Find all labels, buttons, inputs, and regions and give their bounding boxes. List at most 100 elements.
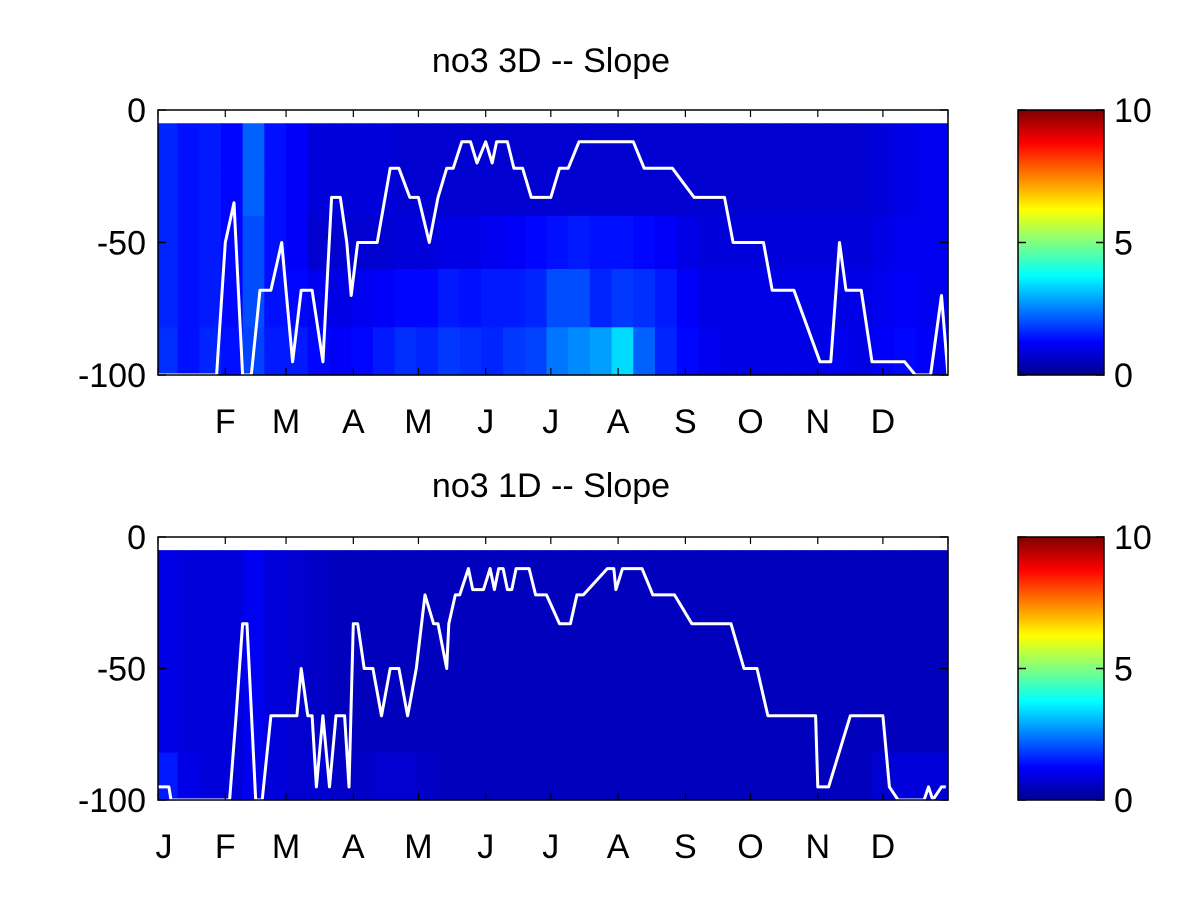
heatmap-cell	[828, 550, 851, 596]
heatmap-cell	[307, 594, 331, 643]
heatmap-cell	[546, 327, 569, 376]
heatmap-cell	[286, 550, 309, 596]
colorbar-tick-label: 10	[1114, 519, 1152, 557]
x-tick-label: S	[674, 403, 697, 441]
heatmap-cell	[589, 123, 613, 169]
heatmap-cell	[524, 550, 548, 596]
heatmap-cell	[177, 752, 200, 801]
colorbar-tick-label: 5	[1114, 651, 1133, 689]
heatmap-cell	[828, 327, 851, 376]
heatmap-cell	[177, 694, 200, 754]
heatmap-cell	[351, 752, 374, 801]
heatmap-cell	[589, 594, 613, 643]
heatmap-cell	[437, 550, 461, 596]
heatmap-cell	[763, 269, 786, 328]
heatmap-cell	[372, 550, 396, 596]
heatmap-cell	[611, 694, 634, 754]
heatmap-cell	[676, 752, 700, 801]
heatmap-cell	[589, 752, 613, 801]
heatmap-cell	[264, 594, 287, 643]
heatmap-cell	[437, 642, 461, 696]
heatmap-cell	[633, 642, 656, 696]
heatmap-cell	[785, 694, 808, 754]
heatmap-cell	[741, 694, 765, 754]
heatmap-cell	[872, 327, 895, 376]
y-axis: 0 -50 -100	[78, 92, 948, 395]
heatmap-cell	[785, 216, 808, 270]
heatmap-cell	[220, 594, 244, 643]
heatmap-cell	[698, 216, 721, 270]
heatmap-cell	[568, 550, 591, 596]
heatmap-cell	[307, 642, 331, 696]
heatmap-cell	[329, 327, 352, 376]
heatmap-cell	[763, 327, 786, 376]
heatmap-cell	[503, 216, 526, 270]
heatmap-cell	[633, 216, 656, 270]
heatmap-cell	[158, 594, 179, 643]
heatmap-cell	[806, 550, 830, 596]
heatmap-cell	[828, 642, 851, 696]
heatmap-cell	[720, 327, 743, 376]
heatmap-cell	[763, 123, 786, 169]
x-tick-label: F	[215, 403, 236, 441]
x-tick-label: M	[272, 828, 300, 866]
heatmap-cell	[676, 550, 700, 596]
heatmap-cell	[785, 123, 808, 169]
heatmap-cell	[785, 642, 808, 696]
heatmap-cell	[806, 168, 830, 217]
heatmap-cell	[589, 327, 613, 376]
heatmap-cell	[655, 216, 678, 270]
x-tick-label: F	[215, 828, 236, 866]
x-tick-label: N	[806, 828, 831, 866]
heatmap-cell	[893, 594, 917, 643]
heatmap-cell	[481, 216, 504, 270]
heatmap-cell	[763, 168, 786, 217]
heatmap-cell	[698, 123, 721, 169]
heatmap-cell	[158, 123, 179, 169]
heatmap-cell	[437, 752, 461, 801]
heatmap-cell	[524, 216, 548, 270]
heatmap-cell	[546, 550, 569, 596]
heatmap-cell	[481, 269, 504, 328]
heatmap-cell	[264, 752, 287, 801]
heatmap-cell	[893, 642, 917, 696]
heatmap-cell	[850, 550, 873, 596]
heatmap-cell	[720, 216, 743, 270]
heatmap-cell	[459, 269, 482, 328]
heatmap-cell	[633, 168, 656, 217]
heatmap-cell	[828, 168, 851, 217]
heatmap-cell	[394, 269, 417, 328]
heatmap-cell	[655, 752, 678, 801]
heatmap-cell	[546, 216, 569, 270]
heatmap-cell	[158, 550, 179, 596]
heatmap-cell	[351, 694, 374, 754]
heatmap-cell	[611, 752, 634, 801]
heatmap-cell	[242, 594, 265, 643]
heatmap-cell	[720, 168, 743, 217]
heatmap-cell	[459, 594, 482, 643]
heatmap-cell	[589, 216, 613, 270]
heatmap-cell	[720, 594, 743, 643]
heatmap-cell	[850, 752, 873, 801]
mixed-layer-depth-line	[158, 140, 950, 377]
heatmap-cell	[158, 168, 179, 217]
x-tick-label: A	[607, 403, 630, 441]
heatmap-cell	[915, 694, 949, 754]
heatmap-cell	[633, 269, 656, 328]
heatmap-cell	[546, 752, 569, 801]
heatmap-cell	[199, 550, 222, 596]
heatmap-cell	[524, 168, 548, 217]
heatmap-cell	[351, 269, 374, 328]
heatmap-cell	[763, 752, 786, 801]
heatmap-cell	[828, 269, 851, 328]
heatmap-cell	[158, 752, 179, 801]
heatmap-cell	[720, 269, 743, 328]
heatmap-cell	[220, 327, 244, 376]
heatmap-cell	[568, 269, 591, 328]
heatmap-cell	[416, 168, 439, 217]
heatmap-cell	[372, 642, 396, 696]
heatmap-cell	[503, 123, 526, 169]
heatmap-cell	[698, 269, 721, 328]
